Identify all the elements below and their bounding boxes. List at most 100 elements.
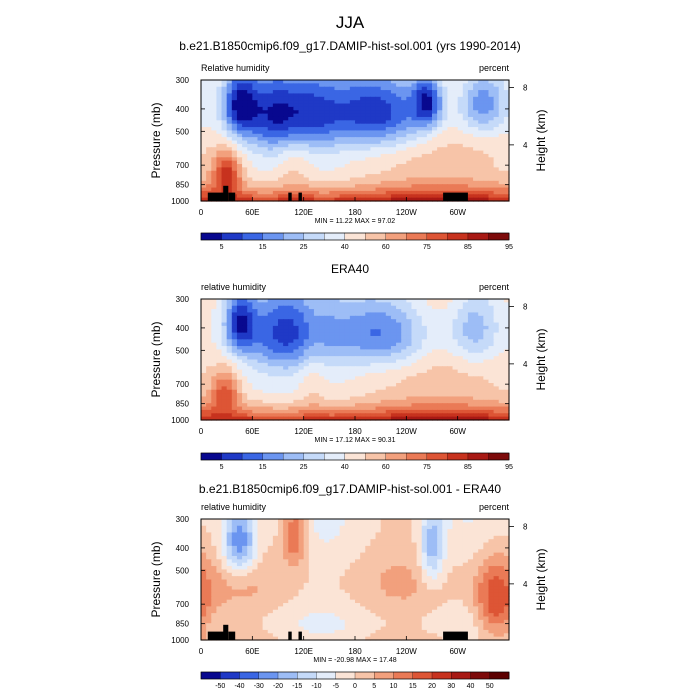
heatmap-cell <box>390 413 397 418</box>
heatmap-cell <box>283 90 289 95</box>
heatmap-cell <box>344 529 351 534</box>
heatmap-cell <box>206 399 212 404</box>
heatmap-cell <box>442 120 448 125</box>
heatmap-cell <box>206 403 212 408</box>
heatmap-cell <box>401 147 407 152</box>
heatmap-cell <box>380 106 387 111</box>
heatmap-cell <box>493 113 500 118</box>
heatmap-cell <box>267 346 274 351</box>
heatmap-cell <box>247 83 253 88</box>
heatmap-cell <box>483 127 490 132</box>
heatmap-cell <box>247 127 253 132</box>
heatmap-cell <box>242 80 248 84</box>
heatmap-cell <box>236 80 243 84</box>
heatmap-cell <box>206 116 212 121</box>
heatmap-cell <box>478 339 484 344</box>
colorbar-swatch <box>488 452 510 461</box>
heatmap-cell <box>442 167 448 172</box>
heatmap-cell <box>411 150 418 155</box>
heatmap-cell <box>283 143 289 148</box>
heatmap-cell <box>355 539 361 544</box>
heatmap-cell <box>283 532 289 537</box>
heatmap-cell <box>211 409 217 414</box>
colorbar-swatch <box>385 232 407 241</box>
heatmap-cell <box>349 356 356 361</box>
heatmap-cell <box>396 140 402 145</box>
heatmap-cell <box>447 93 454 98</box>
panel-title: b.e21.B1850cmip6.f09_g17.DAMIP-hist-sol.… <box>179 39 521 53</box>
heatmap-cell <box>231 147 238 152</box>
heatmap-cell <box>344 110 351 115</box>
heatmap-cell <box>267 532 274 537</box>
heatmap-cell <box>324 335 330 340</box>
heatmap-cell <box>390 103 397 108</box>
heatmap-cell <box>493 157 500 162</box>
heatmap-cell <box>252 127 259 132</box>
heatmap-cell <box>355 362 361 367</box>
heatmap-cell <box>206 335 212 340</box>
heatmap-cell <box>447 86 454 91</box>
heatmap-cell <box>231 116 238 121</box>
heatmap-cell <box>206 305 212 310</box>
heatmap-cell <box>457 86 464 91</box>
heatmap-cell <box>437 312 443 317</box>
heatmap-cell <box>416 106 423 111</box>
heatmap-cell <box>247 362 253 367</box>
heatmap-cell <box>329 335 336 340</box>
heatmap-cell <box>211 113 217 118</box>
heatmap-cell <box>498 197 505 202</box>
heatmap-cell <box>216 123 223 128</box>
heatmap-cell <box>267 140 274 145</box>
heatmap-cell <box>462 525 469 530</box>
heatmap-cell <box>375 174 382 179</box>
heatmap-cell <box>467 120 474 125</box>
heatmap-cell <box>242 362 248 367</box>
heatmap-cell <box>344 130 351 135</box>
heatmap-cell <box>221 180 228 185</box>
heatmap-cell <box>211 299 217 303</box>
heatmap-cell <box>462 133 469 138</box>
heatmap-cell <box>411 532 418 537</box>
heatmap-cell <box>334 542 341 547</box>
heatmap-cell <box>303 130 310 135</box>
heatmap-cell <box>375 383 382 387</box>
heatmap-cell <box>303 197 310 202</box>
heatmap-cell <box>401 170 407 175</box>
heatmap-cell <box>421 187 428 192</box>
heatmap-cell <box>231 299 238 303</box>
heatmap-cell <box>201 194 207 199</box>
heatmap-cell <box>432 379 438 384</box>
heatmap-cell <box>329 160 336 165</box>
heatmap-cell <box>462 319 469 324</box>
heatmap-cell <box>452 153 459 158</box>
heatmap-cell <box>324 406 330 411</box>
heatmap-cell <box>411 174 418 179</box>
colorbar-swatch <box>365 452 387 461</box>
heatmap-cell <box>457 137 464 142</box>
heatmap-cell <box>334 372 341 377</box>
heatmap-cell <box>452 386 459 391</box>
heatmap-cell <box>473 164 479 168</box>
heatmap-cell <box>349 406 356 411</box>
heatmap-cell <box>390 305 397 310</box>
heatmap-cell <box>349 359 356 364</box>
heatmap-cell <box>288 325 294 330</box>
heatmap-cell <box>447 184 454 189</box>
heatmap-cell <box>267 116 274 121</box>
heatmap-cell <box>457 184 464 189</box>
heatmap-cell <box>201 525 207 530</box>
heatmap-cell <box>442 130 448 135</box>
heatmap-cell <box>339 383 346 387</box>
heatmap-cell <box>278 332 284 337</box>
heatmap-cell <box>319 406 325 411</box>
heatmap-cell <box>349 399 356 404</box>
heatmap-cell <box>221 322 228 327</box>
heatmap-cell <box>432 194 438 199</box>
heatmap-cell <box>308 187 315 192</box>
heatmap-cell <box>288 123 294 128</box>
heatmap-cell <box>452 106 459 111</box>
heatmap-cell <box>375 170 382 175</box>
heatmap-cell <box>211 180 217 185</box>
heatmap-cell <box>432 329 438 334</box>
x-tick-label: 0 <box>199 208 204 217</box>
